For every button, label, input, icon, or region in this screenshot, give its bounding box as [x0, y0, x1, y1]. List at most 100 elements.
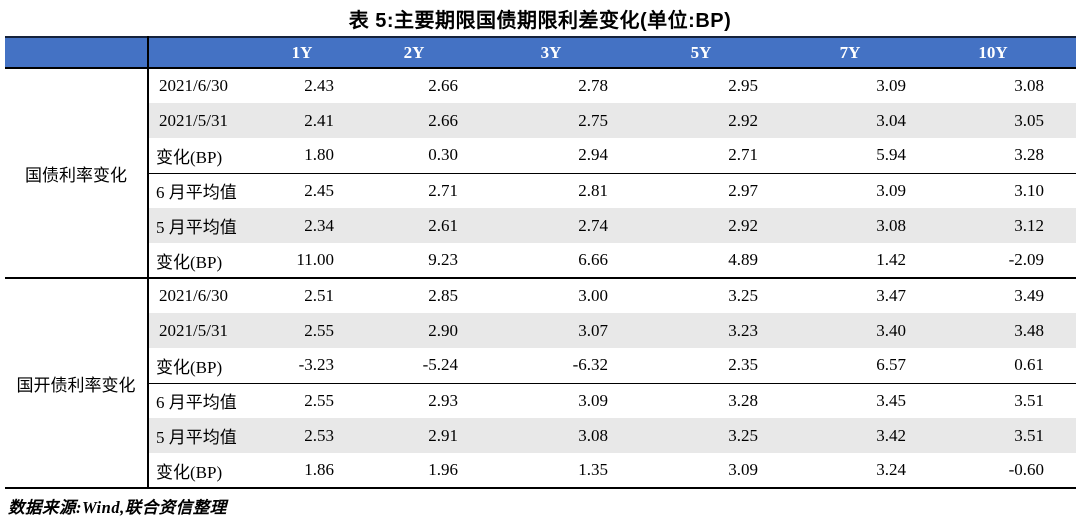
cell-value: 3.09: [790, 173, 938, 208]
table-row: 变化(BP) -3.23 -5.24 -6.32 2.35 6.57 0.61: [5, 348, 1076, 384]
cell-value: 2.55: [266, 313, 366, 348]
cell-value: 2.85: [366, 278, 490, 313]
cell-value: 0.30: [366, 138, 490, 174]
cell-value: 2.91: [366, 418, 490, 453]
col-header-7y: 7Y: [790, 36, 938, 69]
cell-value: 2.71: [366, 173, 490, 208]
row-label: 变化(BP): [148, 348, 266, 384]
cell-value: 2.43: [266, 68, 366, 103]
table-row: 国开债利率变化 2021/6/30 2.51 2.85 3.00 3.25 3.…: [5, 278, 1076, 489]
cell-value: 2.66: [366, 103, 490, 138]
table-row: 2021/5/31 2.55 2.90 3.07 3.23 3.40 3.48: [5, 313, 1076, 348]
corner-cell: [5, 36, 149, 69]
col-header-1y: 1Y: [266, 36, 366, 69]
cell-value: 3.48: [938, 313, 1076, 348]
row-label: 变化(BP): [148, 138, 266, 174]
cell-value: -3.23: [266, 348, 366, 384]
cell-value: 3.10: [938, 173, 1076, 208]
cell-value: 3.51: [938, 383, 1076, 418]
row-label: 变化(BP): [148, 453, 266, 489]
cell-value: 5.94: [790, 138, 938, 174]
cell-value: 2.41: [266, 103, 366, 138]
table-row: 6 月平均值 2.55 2.93 3.09 3.28 3.45 3.51: [5, 383, 1076, 418]
cell-value: 3.40: [790, 313, 938, 348]
row-label: 2021/6/30: [148, 278, 266, 313]
cell-value: 3.47: [790, 278, 938, 313]
col-header-5y: 5Y: [640, 36, 790, 69]
cell-value: 3.00: [490, 278, 640, 313]
cell-value: 4.89: [640, 243, 790, 279]
row-label: 6 月平均值: [148, 383, 266, 418]
row-label: 5 月平均值: [148, 208, 266, 243]
cell-value: 6.57: [790, 348, 938, 384]
cell-value: 2.61: [366, 208, 490, 243]
cell-value: 3.04: [790, 103, 938, 138]
table-title: 表 5:主要期限国债期限利差变化(单位:BP): [348, 10, 732, 32]
cell-value: 6.66: [490, 243, 640, 279]
data-source-note: 数据来源:Wind,联合资信整理: [8, 498, 227, 517]
row-label: 5 月平均值: [148, 418, 266, 453]
row-label: 2021/5/31: [148, 103, 266, 138]
cell-value: -0.60: [938, 453, 1076, 489]
row-label: 6 月平均值: [148, 173, 266, 208]
row-label-header-cell: [148, 36, 266, 69]
cell-value: 3.42: [790, 418, 938, 453]
row-label: 2021/5/31: [148, 313, 266, 348]
table-row: 变化(BP) 1.80 0.30 2.94 2.71 5.94 3.28: [5, 138, 1076, 174]
cell-value: 3.51: [938, 418, 1076, 453]
row-label: 变化(BP): [148, 243, 266, 279]
cell-value: 1.35: [490, 453, 640, 489]
cell-value: -6.32: [490, 348, 640, 384]
cell-value: 3.49: [938, 278, 1076, 313]
cell-value: 2.94: [490, 138, 640, 174]
cell-value: 2.55: [266, 383, 366, 418]
cell-value: 3.08: [790, 208, 938, 243]
cell-value: 3.12: [938, 208, 1076, 243]
cell-value: -2.09: [938, 243, 1076, 279]
cell-value: 2.34: [266, 208, 366, 243]
cell-value: 2.66: [366, 68, 490, 103]
cell-value: 1.42: [790, 243, 938, 279]
group-label-cdb: 国开债利率变化: [5, 278, 149, 489]
cell-value: 2.74: [490, 208, 640, 243]
cell-value: 1.96: [366, 453, 490, 489]
table-row: 5 月平均值 2.34 2.61 2.74 2.92 3.08 3.12: [5, 208, 1076, 243]
cell-value: 2.53: [266, 418, 366, 453]
cell-value: 2.35: [640, 348, 790, 384]
cell-value: 0.61: [938, 348, 1076, 384]
cell-value: 3.25: [640, 418, 790, 453]
cell-value: 3.05: [938, 103, 1076, 138]
cell-value: 2.75: [490, 103, 640, 138]
cell-value: 3.28: [938, 138, 1076, 174]
cell-value: 2.92: [640, 208, 790, 243]
cell-value: 2.81: [490, 173, 640, 208]
cell-value: 2.78: [490, 68, 640, 103]
col-header-3y: 3Y: [490, 36, 640, 69]
table-row: 6 月平均值 2.45 2.71 2.81 2.97 3.09 3.10: [5, 173, 1076, 208]
cell-value: 2.90: [366, 313, 490, 348]
cell-value: 2.93: [366, 383, 490, 418]
cell-value: 2.45: [266, 173, 366, 208]
cell-value: 1.86: [266, 453, 366, 489]
table-row: 5 月平均值 2.53 2.91 3.08 3.25 3.42 3.51: [5, 418, 1076, 453]
cell-value: 3.08: [490, 418, 640, 453]
term-spread-table: 1Y 2Y 3Y 5Y 7Y 10Y 国债利率变化 2021/6/30 2.43…: [5, 36, 1076, 489]
col-header-2y: 2Y: [366, 36, 490, 69]
table-row: 变化(BP) 11.00 9.23 6.66 4.89 1.42 -2.09: [5, 243, 1076, 279]
cell-value: 2.95: [640, 68, 790, 103]
row-label: 2021/6/30: [148, 68, 266, 103]
cell-value: -5.24: [366, 348, 490, 384]
cell-value: 1.80: [266, 138, 366, 174]
col-header-10y: 10Y: [938, 36, 1076, 69]
cell-value: 3.24: [790, 453, 938, 489]
cell-value: 3.23: [640, 313, 790, 348]
cell-value: 3.28: [640, 383, 790, 418]
cell-value: 2.92: [640, 103, 790, 138]
cell-value: 3.25: [640, 278, 790, 313]
table-row: 2021/5/31 2.41 2.66 2.75 2.92 3.04 3.05: [5, 103, 1076, 138]
cell-value: 3.09: [490, 383, 640, 418]
cell-value: 9.23: [366, 243, 490, 279]
header-row: 1Y 2Y 3Y 5Y 7Y 10Y: [5, 36, 1076, 69]
cell-value: 3.45: [790, 383, 938, 418]
cell-value: 2.51: [266, 278, 366, 313]
